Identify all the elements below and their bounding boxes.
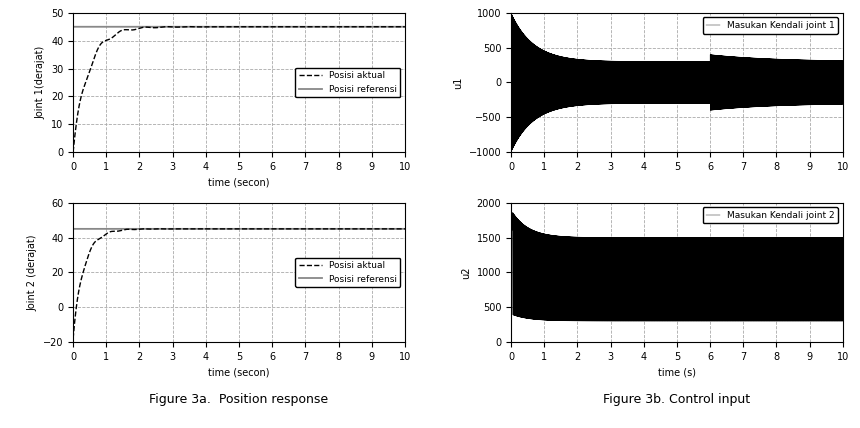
Masukan Kendali joint 1	[588, 58, 599, 63]
Text: Figure 3a.  Position response: Figure 3a. Position response	[150, 393, 329, 406]
Posisi referensi	[194, 24, 205, 30]
Y-axis label: u1: u1	[453, 76, 464, 89]
Line: Masukan Kendali joint 1: Masukan Kendali joint 1	[511, 13, 843, 152]
Posisi referensi	[128, 24, 138, 30]
Posisi referensi	[341, 24, 351, 30]
Masukan Kendali joint 1	[663, 101, 673, 106]
Masukan Kendali joint 1	[743, 55, 753, 60]
Posisi aktual	[316, 24, 326, 30]
Posisi aktual	[194, 24, 205, 30]
Masukan Kendali joint 2	[743, 235, 753, 240]
Masukan Kendali joint 1	[838, 102, 848, 107]
Posisi referensi	[68, 24, 78, 30]
Posisi referensi	[400, 226, 410, 232]
Posisi aktual	[316, 226, 326, 232]
Masukan Kendali joint 2	[506, 200, 516, 205]
Legend: Masukan Kendali joint 2: Masukan Kendali joint 2	[703, 207, 838, 223]
Posisi aktual	[400, 24, 410, 30]
Y-axis label: Joint 1(derajat): Joint 1(derajat)	[35, 46, 46, 119]
Masukan Kendali joint 2	[838, 318, 848, 324]
Posisi referensi	[341, 226, 351, 232]
Masukan Kendali joint 2	[588, 235, 599, 240]
Masukan Kendali joint 2	[707, 318, 717, 324]
Posisi referensi	[400, 24, 410, 30]
Posisi aktual	[128, 27, 138, 33]
Text: Figure 3b. Control input: Figure 3b. Control input	[604, 393, 751, 406]
Legend: Posisi aktual, Posisi referensi: Posisi aktual, Posisi referensi	[295, 68, 401, 97]
X-axis label: time (s): time (s)	[658, 367, 696, 377]
Masukan Kendali joint 1	[506, 10, 516, 15]
Masukan Kendali joint 1	[506, 149, 516, 155]
X-axis label: time (secon): time (secon)	[208, 367, 270, 377]
Posisi aktual	[68, 149, 78, 155]
Masukan Kendali joint 2	[663, 318, 673, 324]
X-axis label: time (secon): time (secon)	[208, 177, 270, 187]
Posisi aktual	[341, 24, 351, 30]
Posisi aktual	[68, 336, 78, 341]
Posisi referensi	[68, 226, 78, 232]
Line: Posisi aktual: Posisi aktual	[73, 229, 405, 339]
Posisi referensi	[316, 226, 326, 232]
Posisi referensi	[284, 24, 294, 30]
Posisi aktual	[194, 226, 205, 232]
Y-axis label: u2: u2	[461, 266, 471, 279]
Posisi aktual	[284, 226, 294, 232]
Legend: Masukan Kendali joint 1: Masukan Kendali joint 1	[703, 18, 838, 33]
Masukan Kendali joint 1	[506, 80, 516, 85]
Posisi aktual	[400, 226, 410, 232]
Masukan Kendali joint 1	[816, 58, 826, 63]
Posisi aktual	[128, 227, 138, 232]
Masukan Kendali joint 1	[707, 107, 717, 113]
Posisi aktual	[284, 24, 294, 30]
Line: Posisi aktual: Posisi aktual	[73, 27, 405, 152]
Posisi aktual	[184, 24, 194, 29]
Posisi referensi	[316, 24, 326, 30]
Posisi referensi	[194, 226, 205, 232]
Y-axis label: Joint 2 (derajat): Joint 2 (derajat)	[28, 234, 37, 311]
Posisi referensi	[128, 226, 138, 232]
Posisi aktual	[267, 226, 277, 232]
Posisi referensi	[267, 24, 277, 30]
Posisi referensi	[284, 226, 294, 232]
Posisi aktual	[267, 24, 277, 30]
Posisi aktual	[341, 226, 351, 232]
Legend: Posisi aktual, Posisi referensi: Posisi aktual, Posisi referensi	[295, 258, 401, 287]
Masukan Kendali joint 2	[816, 235, 826, 240]
Masukan Kendali joint 2	[719, 235, 729, 240]
Masukan Kendali joint 1	[719, 54, 729, 59]
Posisi aktual	[155, 226, 165, 232]
Line: Masukan Kendali joint 2: Masukan Kendali joint 2	[511, 203, 843, 321]
Posisi referensi	[267, 226, 277, 232]
